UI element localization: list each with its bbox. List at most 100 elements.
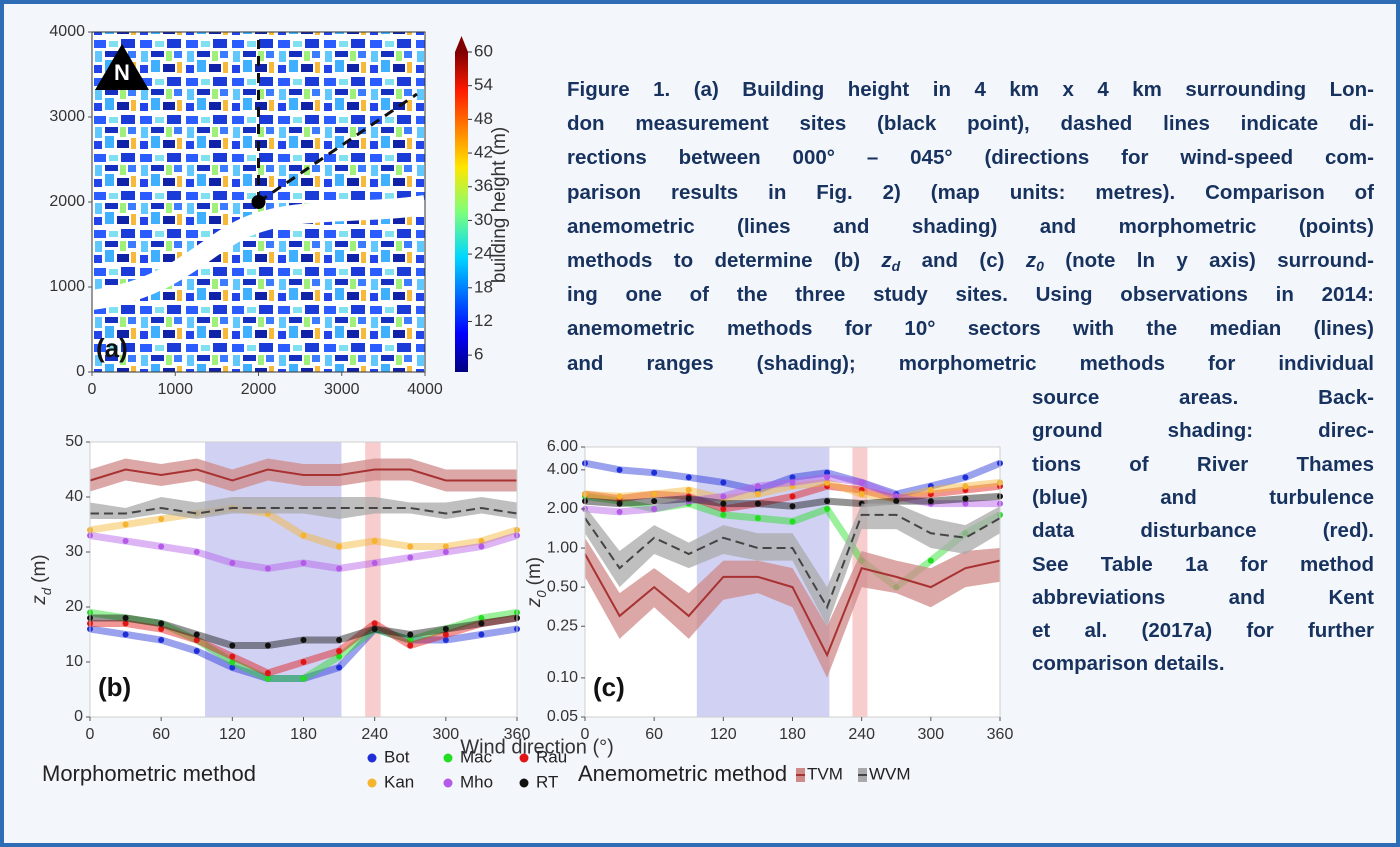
caption-text: Figure 1. (a) Building height in 4 km x …	[567, 78, 1374, 101]
legend-label: RT	[536, 772, 558, 791]
x-tick-label: 120	[710, 726, 737, 743]
point	[651, 505, 658, 512]
y-tick-label: 0	[74, 708, 83, 725]
x-tick-label: 240	[361, 726, 388, 743]
y-tick-label: 2.00	[547, 500, 578, 517]
legend-title: Morphometric method	[42, 761, 256, 786]
colorbar	[455, 52, 468, 372]
caption-text: and ranges (shading); morphometric metho…	[567, 351, 1374, 375]
point	[789, 518, 796, 525]
x-tick-label: 300	[917, 726, 944, 743]
caption-line: rections between 000° – 045° (directions…	[567, 148, 1374, 169]
legend-label: WVM	[869, 764, 911, 783]
median-line	[584, 553, 1001, 658]
y-tick-label: 0.10	[547, 669, 578, 686]
y-tick-label: 0.50	[547, 578, 578, 595]
point	[754, 483, 761, 490]
caption-line: abbreviations and Kent	[1032, 585, 1374, 609]
caption-text: 0	[1036, 258, 1044, 274]
point	[616, 493, 623, 500]
legend-label: Mac	[460, 747, 493, 766]
median-line	[89, 468, 517, 482]
caption-line: methods to determine (b) zd and (c) z0 (…	[567, 249, 1375, 274]
point	[720, 493, 727, 500]
point	[122, 521, 129, 528]
colorbar-tick-label: 48	[474, 109, 493, 128]
caption-line: source areas. Back-	[1032, 387, 1374, 409]
point	[720, 511, 727, 518]
caption-text: don measurement sites (black point), das…	[567, 112, 1374, 136]
point	[371, 620, 378, 627]
colorbar-tick-label: 60	[474, 41, 493, 60]
point	[858, 491, 865, 498]
caption-line: parison results in Fig. 2) (map units: m…	[567, 180, 1374, 204]
caption-line: anemometric methods for 10° sectors with…	[567, 319, 1374, 340]
point	[927, 486, 934, 493]
point	[893, 493, 900, 500]
x-tick-label: 0	[88, 381, 97, 398]
point	[300, 637, 307, 643]
x-tick-label: 1000	[157, 381, 193, 398]
point	[651, 498, 658, 505]
colorbar-tick-label: 54	[474, 75, 493, 94]
north-arrow	[95, 44, 149, 90]
point	[122, 615, 129, 621]
y-label-subscript: 0	[534, 590, 549, 598]
caption-line: Figure 1. (a) Building height in 4 km x …	[567, 78, 1374, 101]
legend-marker	[367, 753, 377, 763]
point	[685, 495, 692, 502]
y-label-subscript: d	[39, 587, 54, 595]
x-tick-label: 120	[219, 726, 246, 743]
y-label-symbol: z	[524, 597, 545, 608]
point	[442, 543, 449, 550]
y-tick-label: 2000	[49, 193, 85, 210]
y-tick-label: 4.00	[547, 461, 578, 478]
legend-marker	[443, 778, 453, 788]
caption-line: don measurement sites (black point), das…	[567, 112, 1374, 136]
caption-text: parison results in Fig. 2) (map units: m…	[567, 180, 1374, 204]
panel-label: (c)	[593, 672, 625, 702]
x-tick-label: 4000	[407, 381, 443, 398]
x-tick-label: 0	[581, 726, 590, 743]
legend-marker	[519, 778, 529, 788]
caption-line: et al. (2017a) for further	[1032, 620, 1374, 642]
point	[158, 516, 165, 522]
point	[407, 631, 414, 638]
point	[158, 620, 165, 627]
point	[824, 479, 831, 486]
point	[158, 543, 165, 550]
point	[824, 474, 831, 481]
caption-line: data disturbance (red).	[1032, 520, 1374, 542]
range-band	[585, 537, 1000, 678]
x-tick-label: 60	[645, 726, 663, 743]
caption-text: abbreviations and Kent	[1032, 585, 1374, 609]
point	[158, 637, 165, 643]
point	[407, 637, 414, 643]
caption-text: methods to determine (b)	[567, 249, 882, 272]
caption-text: (note ln y axis) surround-	[1043, 249, 1375, 272]
y-tick-label: 50	[65, 433, 83, 450]
point	[962, 500, 969, 507]
point	[229, 653, 236, 660]
caption-line: ground shading: direc-	[1032, 421, 1374, 442]
y-axis-label: zd (m)	[29, 554, 54, 605]
north-label: N	[114, 60, 130, 85]
y-tick-label: 30	[65, 543, 83, 560]
x-tick-label: 3000	[324, 381, 360, 398]
caption-line: comparison details.	[1032, 654, 1374, 675]
point	[300, 560, 307, 566]
y-label-symbol: z	[29, 595, 50, 606]
caption-text: rections between 000° – 045° (directions…	[567, 146, 1374, 170]
legend-label: Rau	[536, 747, 567, 766]
panel-label: (a)	[96, 333, 128, 363]
point	[300, 532, 307, 539]
caption-text: ground shading: direc-	[1032, 419, 1374, 443]
point	[927, 498, 934, 505]
legend-title: Anemometric method	[578, 761, 787, 786]
point	[927, 491, 934, 498]
panel-label: (b)	[98, 672, 131, 702]
legend-marker	[367, 778, 377, 788]
legend-marker	[443, 753, 453, 763]
point	[229, 642, 236, 649]
x-tick-label: 0	[86, 726, 95, 743]
